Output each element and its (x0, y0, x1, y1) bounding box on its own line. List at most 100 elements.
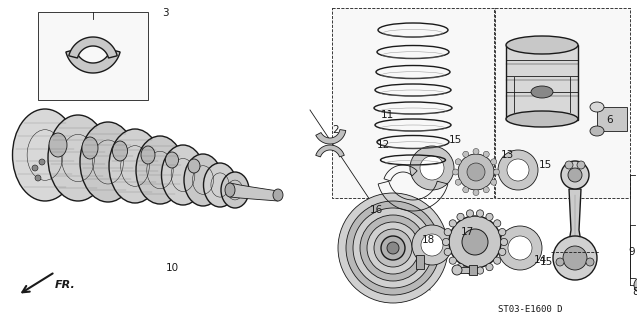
Circle shape (457, 213, 464, 220)
Circle shape (486, 213, 493, 220)
Polygon shape (230, 183, 278, 201)
Ellipse shape (109, 129, 161, 203)
Circle shape (360, 215, 426, 281)
Ellipse shape (506, 111, 578, 127)
Circle shape (444, 248, 452, 255)
Bar (469, 265, 477, 275)
Circle shape (449, 257, 456, 264)
Circle shape (412, 225, 452, 265)
Circle shape (455, 179, 461, 185)
Ellipse shape (221, 172, 249, 208)
Circle shape (444, 228, 452, 236)
Circle shape (483, 151, 489, 157)
Ellipse shape (273, 189, 283, 201)
Ellipse shape (13, 109, 78, 201)
Circle shape (563, 246, 587, 270)
Bar (38, 12, 148, 100)
Ellipse shape (184, 154, 222, 206)
Circle shape (501, 238, 508, 246)
Circle shape (462, 187, 469, 193)
Text: FR.: FR. (55, 280, 76, 290)
Circle shape (462, 151, 469, 157)
Circle shape (586, 258, 594, 266)
Circle shape (457, 263, 464, 271)
Circle shape (353, 208, 433, 288)
Circle shape (367, 222, 419, 274)
Circle shape (35, 175, 41, 181)
Ellipse shape (49, 133, 67, 157)
Ellipse shape (225, 183, 235, 197)
Circle shape (498, 150, 538, 190)
Circle shape (483, 187, 489, 193)
Circle shape (508, 236, 532, 260)
Circle shape (39, 159, 45, 165)
Polygon shape (316, 130, 346, 144)
Polygon shape (568, 189, 582, 248)
Circle shape (346, 201, 440, 295)
Circle shape (494, 257, 501, 264)
Circle shape (476, 267, 483, 274)
Ellipse shape (590, 126, 604, 136)
Ellipse shape (48, 115, 108, 201)
Circle shape (387, 242, 399, 254)
Ellipse shape (80, 122, 136, 202)
Circle shape (568, 168, 582, 182)
Circle shape (452, 169, 459, 175)
Ellipse shape (113, 141, 127, 161)
Bar (416, 255, 424, 269)
Circle shape (452, 265, 462, 275)
Circle shape (499, 228, 506, 236)
Bar (453, 267, 473, 273)
Text: 11: 11 (380, 110, 394, 120)
Circle shape (494, 220, 501, 227)
Circle shape (374, 229, 412, 267)
Circle shape (381, 236, 405, 260)
Text: 13: 13 (501, 150, 513, 160)
Ellipse shape (531, 86, 553, 98)
Text: 17: 17 (461, 227, 474, 237)
Circle shape (410, 146, 454, 190)
Circle shape (458, 154, 494, 190)
Circle shape (634, 277, 637, 293)
Polygon shape (316, 145, 344, 157)
Bar (506, 45, 578, 120)
Text: ST03-E1600 D: ST03-E1600 D (497, 306, 562, 315)
Text: 15: 15 (538, 160, 552, 170)
Circle shape (486, 263, 493, 271)
Circle shape (338, 193, 448, 303)
Circle shape (507, 159, 529, 181)
Ellipse shape (203, 163, 236, 207)
Text: 8: 8 (633, 287, 637, 297)
Circle shape (449, 220, 456, 227)
Circle shape (556, 258, 564, 266)
Ellipse shape (188, 159, 200, 173)
Circle shape (577, 161, 585, 169)
Circle shape (421, 234, 443, 256)
Circle shape (494, 169, 499, 175)
Circle shape (467, 163, 485, 181)
Circle shape (476, 210, 483, 217)
Text: 14: 14 (533, 255, 547, 265)
Bar (597, 107, 627, 131)
Text: 3: 3 (162, 8, 168, 18)
Ellipse shape (136, 136, 184, 204)
Circle shape (466, 210, 473, 217)
Ellipse shape (82, 137, 98, 159)
Text: 10: 10 (166, 263, 178, 273)
Ellipse shape (166, 152, 178, 168)
Circle shape (473, 148, 479, 155)
Circle shape (490, 179, 497, 185)
Ellipse shape (506, 36, 578, 54)
Text: 12: 12 (376, 140, 390, 150)
Circle shape (420, 156, 444, 180)
Circle shape (443, 238, 450, 246)
Circle shape (473, 189, 479, 196)
Circle shape (455, 159, 461, 165)
Text: 6: 6 (606, 115, 613, 125)
Circle shape (565, 161, 573, 169)
Circle shape (32, 165, 38, 171)
Circle shape (499, 248, 506, 255)
Circle shape (449, 216, 501, 268)
Text: 16: 16 (369, 205, 383, 215)
Polygon shape (69, 37, 117, 58)
